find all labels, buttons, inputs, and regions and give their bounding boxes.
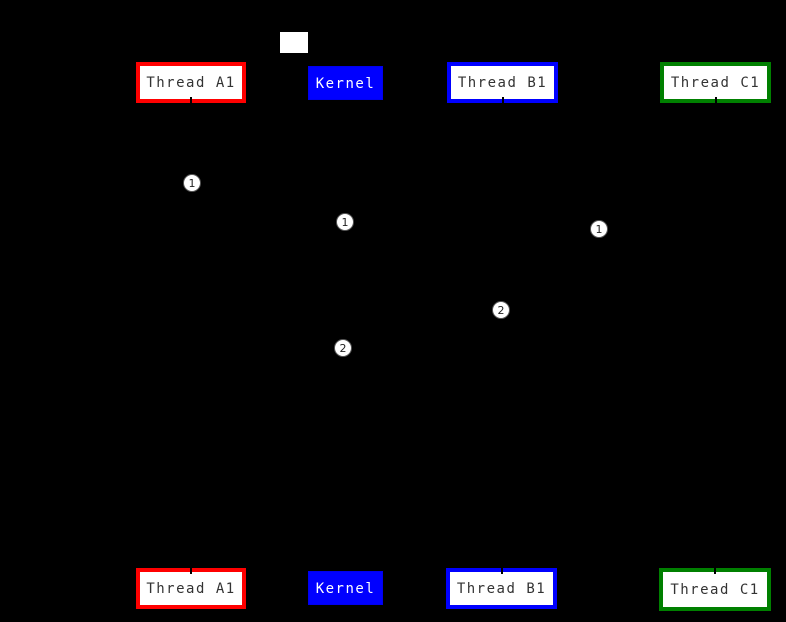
participant-label: Thread C1	[670, 75, 761, 91]
participant-box-thread-b1-bottom: Thread B1	[446, 568, 557, 609]
step-marker-2: 2	[334, 339, 352, 357]
participant-box-kernel-top: Kernel	[308, 66, 383, 100]
lifeline-notch	[190, 568, 192, 574]
note-box	[280, 32, 308, 53]
step-marker-2: 2	[492, 301, 510, 319]
participant-label: Kernel	[315, 580, 376, 597]
lifeline-notch	[715, 97, 717, 103]
lifeline-notch	[502, 97, 504, 103]
participant-label: Thread C1	[670, 582, 760, 598]
lifeline-notch	[190, 97, 192, 103]
participant-box-kernel-bottom: Kernel	[308, 571, 383, 605]
participant-box-thread-c1-bottom: Thread C1	[659, 568, 771, 611]
step-marker-1: 1	[183, 174, 201, 192]
lifeline-notch	[714, 568, 716, 574]
participant-label: Thread A1	[146, 75, 236, 91]
participant-box-thread-c1-top: Thread C1	[660, 62, 771, 103]
participant-label: Kernel	[315, 75, 376, 92]
participant-box-thread-a1-bottom: Thread A1	[136, 568, 246, 609]
lifeline-notch	[501, 568, 503, 574]
participant-label: Thread B1	[456, 581, 547, 597]
participant-label: Thread B1	[457, 75, 548, 91]
step-marker-1: 1	[336, 213, 354, 231]
step-marker-1: 1	[590, 220, 608, 238]
participant-label: Thread A1	[146, 581, 236, 597]
